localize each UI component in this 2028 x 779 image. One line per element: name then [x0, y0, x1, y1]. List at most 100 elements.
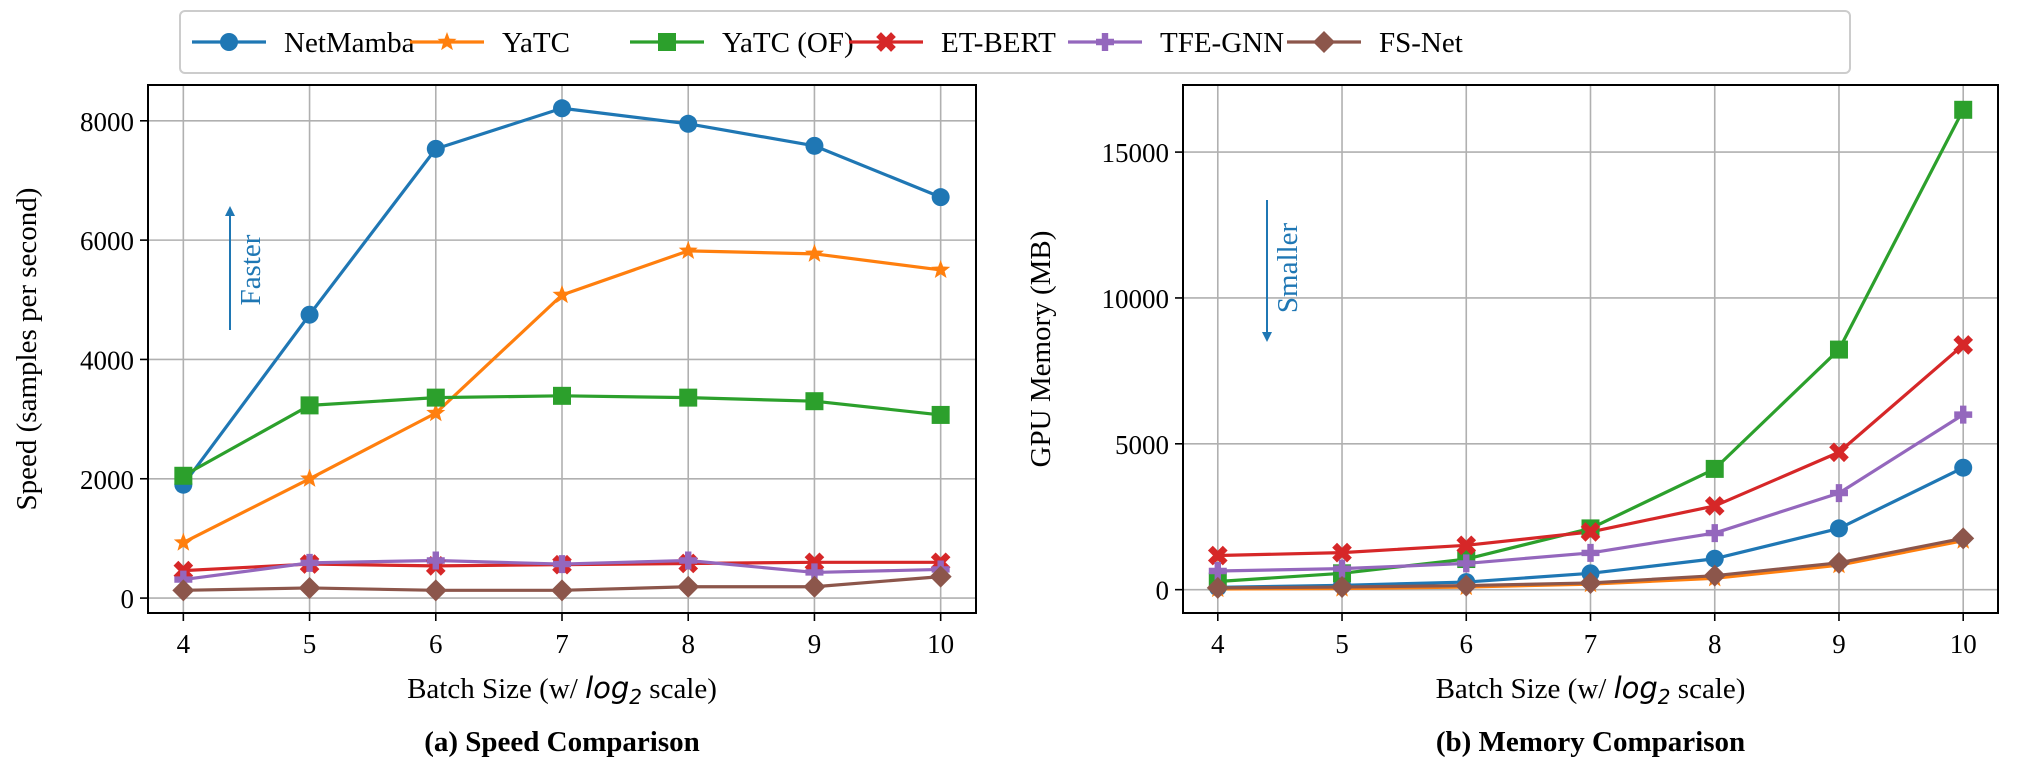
legend-marker-yatc	[437, 32, 457, 51]
speed-point-netmamba	[426, 139, 445, 158]
speed-point-tfe-gnn	[553, 555, 571, 574]
memory-y-tick-label: 10000	[1102, 284, 1170, 314]
speed-point-netmamba	[805, 136, 824, 155]
speed-axis-ticks: 4 5 6 7 8 9 10 0 2000 4000 6000 8000	[80, 107, 954, 659]
speed-gridlines	[148, 85, 976, 613]
memory-panel: 4 5 6 7 8 9 10 0 5000 10000 15000 Smaller GPU Memo…	[1025, 84, 1999, 758]
speed-point-fs-net	[298, 576, 321, 599]
memory-point-tfe-gnn	[1581, 543, 1600, 562]
speed-point-fs-net	[172, 579, 195, 602]
legend-marker-fs-net	[1313, 31, 1335, 53]
speed-point-yatc	[426, 403, 446, 422]
speed-point-yatc-of	[679, 388, 698, 407]
legend-item-tfe-gnn: TFE-GNN	[1068, 27, 1284, 59]
speed-x-tick-label: 4	[177, 629, 191, 659]
memory-point-fs-net	[1703, 564, 1726, 587]
memory-x-tick-label: 5	[1335, 629, 1349, 659]
speed-x-tick-label: 6	[429, 629, 443, 659]
speed-point-yatc	[804, 243, 824, 262]
memory-point-fs-net	[1952, 527, 1975, 550]
speed-point-yatc	[552, 285, 572, 304]
speed-y-tick-label: 0	[121, 584, 135, 614]
memory-point-et-bert	[1829, 442, 1849, 463]
speed-point-tfe-gnn	[805, 563, 824, 582]
speed-point-yatc	[678, 240, 698, 259]
memory-x-axis-label-prefix: Batch Size (w/	[1436, 673, 1614, 705]
speed-point-tfe-gnn	[426, 551, 445, 570]
speed-x-tick-label: 8	[681, 629, 695, 659]
speed-y-tick-label: 2000	[80, 465, 134, 495]
speed-point-yatc-of	[805, 392, 824, 411]
speed-point-yatc	[300, 468, 320, 487]
legend-label-fs-net: FS-Net	[1379, 27, 1463, 59]
memory-point-fs-net	[1206, 576, 1229, 599]
memory-point-et-bert	[1456, 535, 1477, 556]
speed-point-fs-net	[677, 575, 700, 598]
speed-panel: 4 5 6 7 8 9 10 0 2000 4000 6000 8000 Faster Speed (…	[11, 84, 977, 758]
speed-x-axis-label-prefix: Batch Size (w/	[407, 673, 585, 705]
speed-x-tick-label: 7	[555, 629, 569, 659]
speed-x-axis-label-base: 2	[629, 685, 642, 709]
legend-marker-tfe-gnn	[1096, 33, 1114, 51]
memory-point-yatc-of	[1954, 100, 1973, 119]
faster-annotation: Faster	[225, 206, 267, 330]
legend: NetMamba YaTC YaTC (OF) ET-BERT TFE-GNN FS-Ne…	[179, 10, 1851, 74]
memory-x-tick-label: 10	[1950, 629, 1977, 659]
speed-point-netmamba	[300, 305, 319, 324]
speed-point-yatc-of	[553, 386, 571, 405]
memory-x-axis-label-suffix: scale)	[1671, 673, 1746, 705]
speed-point-netmamba	[553, 99, 571, 118]
speed-x-tick-label: 9	[808, 629, 822, 659]
memory-y-tick-label: 15000	[1102, 138, 1170, 168]
memory-point-yatc-of	[1829, 340, 1848, 359]
speed-point-yatc	[931, 259, 951, 279]
speed-y-tick-label: 8000	[80, 107, 134, 137]
speed-x-axis-label-suffix: scale)	[642, 673, 717, 705]
memory-point-netmamba	[1829, 519, 1848, 538]
faster-label: Faster	[235, 234, 267, 305]
speed-x-tick-label: 5	[303, 629, 317, 659]
legend-item-yatc: YaTC	[410, 27, 570, 59]
legend-label-tfe-gnn: TFE-GNN	[1160, 27, 1284, 59]
legend-items: NetMamba YaTC YaTC (OF) ET-BERT TFE-GNN FS-Ne…	[192, 27, 1463, 59]
memory-point-et-bert	[1207, 545, 1228, 566]
speed-point-fs-net	[424, 579, 447, 602]
speed-series-markers	[172, 99, 952, 602]
memory-point-fs-net	[1331, 576, 1354, 599]
memory-point-et-bert	[1953, 335, 1974, 355]
speed-x-axis-label: Batch Size (w/ log2 scale)	[407, 671, 717, 709]
memory-point-fs-net	[1827, 551, 1850, 574]
memory-axis-ticks: 4 5 6 7 8 9 10 0 5000 10000 15000	[1102, 138, 1977, 659]
up-arrowhead-icon	[225, 206, 235, 216]
speed-point-fs-net	[803, 575, 826, 598]
memory-point-et-bert	[1332, 542, 1352, 563]
memory-y-tick-label: 0	[1156, 576, 1170, 606]
memory-point-tfe-gnn	[1829, 484, 1848, 503]
memory-x-tick-label: 9	[1832, 629, 1846, 659]
speed-point-yatc-of	[931, 405, 950, 424]
legend-item-et-bert: ET-BERT	[849, 27, 1056, 59]
speed-point-yatc-of	[300, 396, 319, 415]
speed-point-tfe-gnn	[300, 553, 319, 572]
memory-y-tick-label: 5000	[1115, 430, 1169, 460]
speed-point-tfe-gnn	[679, 551, 698, 570]
memory-point-et-bert	[1580, 522, 1601, 542]
memory-x-tick-label: 7	[1584, 629, 1598, 659]
legend-box	[179, 10, 1851, 74]
memory-point-tfe-gnn	[1457, 554, 1476, 573]
legend-item-fs-net: FS-Net	[1287, 27, 1463, 59]
legend-label-et-bert: ET-BERT	[941, 27, 1056, 59]
speed-point-fs-net	[551, 579, 573, 602]
memory-point-fs-net	[1455, 574, 1478, 597]
speed-x-tick-label: 10	[927, 629, 954, 659]
speed-caption: (a) Speed Comparison	[424, 726, 700, 758]
memory-x-tick-label: 6	[1460, 629, 1474, 659]
legend-marker-et-bert	[876, 32, 896, 52]
smaller-annotation: Smaller	[1262, 200, 1304, 342]
legend-label-yatc-of: YaTC (OF)	[722, 27, 854, 59]
memory-x-axis-label: Batch Size (w/ log2 scale)	[1436, 671, 1746, 709]
speed-y-tick-label: 6000	[80, 226, 134, 256]
memory-x-axis-label-log: log	[1614, 671, 1658, 705]
speed-point-yatc-of	[174, 466, 193, 485]
